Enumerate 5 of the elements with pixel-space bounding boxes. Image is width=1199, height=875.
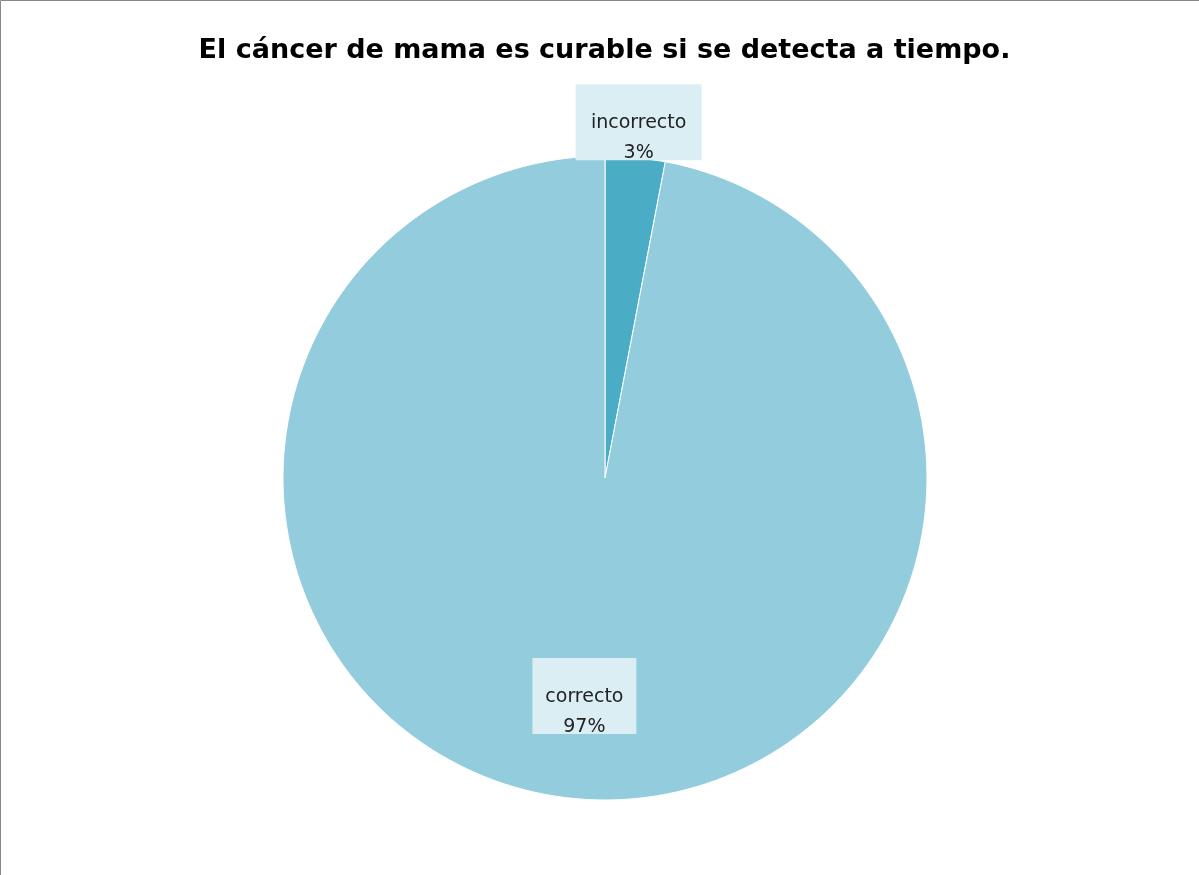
slice-label: incorrecto (590, 110, 687, 133)
slice-label: correcto (545, 683, 624, 706)
chart-title: El cáncer de mama es curable si se detecta a tiempo. (198, 33, 1011, 64)
data-label: 3% (623, 140, 654, 163)
data-label: 97% (563, 713, 606, 736)
